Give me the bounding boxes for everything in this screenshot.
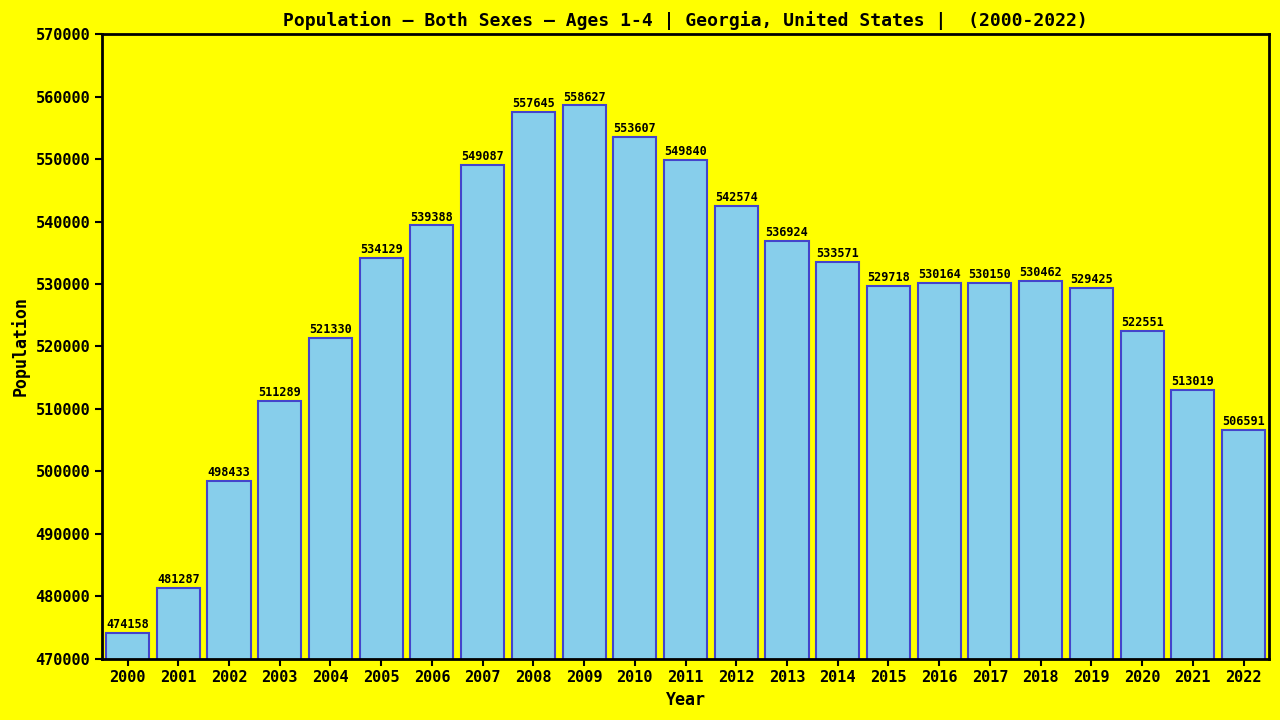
Bar [714, 206, 758, 720]
Text: 533571: 533571 [817, 247, 859, 260]
Text: 539388: 539388 [411, 211, 453, 224]
Text: 558627: 558627 [563, 91, 605, 104]
Bar [765, 241, 809, 720]
Text: 506591: 506591 [1222, 415, 1265, 428]
Bar [969, 283, 1011, 720]
Text: 529425: 529425 [1070, 273, 1112, 286]
Text: 498433: 498433 [207, 467, 251, 480]
Bar [512, 112, 556, 720]
Bar [461, 165, 504, 720]
Bar [308, 338, 352, 720]
Bar [1019, 282, 1062, 720]
Bar [817, 262, 859, 720]
Bar [1171, 390, 1215, 720]
Bar [613, 137, 657, 720]
Text: 542574: 542574 [716, 191, 758, 204]
Title: Population – Both Sexes – Ages 1-4 | Georgia, United States |  (2000-2022): Population – Both Sexes – Ages 1-4 | Geo… [283, 11, 1088, 30]
Bar [1222, 430, 1265, 720]
Bar [207, 481, 251, 720]
Text: 530164: 530164 [918, 268, 960, 282]
Text: 511289: 511289 [259, 386, 301, 399]
Text: 549087: 549087 [461, 150, 504, 163]
Text: 513019: 513019 [1171, 375, 1215, 388]
Y-axis label: Population: Population [12, 297, 31, 397]
Text: 529718: 529718 [867, 271, 910, 284]
Text: 530462: 530462 [1019, 266, 1062, 279]
Text: 521330: 521330 [308, 323, 352, 336]
Text: 549840: 549840 [664, 145, 707, 158]
Bar [156, 588, 200, 720]
Bar [259, 401, 301, 720]
Text: 534129: 534129 [360, 243, 403, 256]
Bar [411, 225, 453, 720]
Bar [867, 286, 910, 720]
Bar [106, 633, 150, 720]
Text: 530150: 530150 [969, 269, 1011, 282]
Text: 557645: 557645 [512, 96, 554, 109]
Bar [360, 258, 403, 720]
Text: 553607: 553607 [613, 122, 657, 135]
Text: 522551: 522551 [1121, 315, 1164, 329]
Text: 481287: 481287 [157, 573, 200, 586]
Bar [562, 105, 605, 720]
Bar [918, 283, 961, 720]
Bar [664, 161, 707, 720]
Text: 536924: 536924 [765, 226, 809, 239]
Bar [1120, 330, 1164, 720]
Bar [1070, 288, 1112, 720]
Text: 474158: 474158 [106, 618, 148, 631]
X-axis label: Year: Year [666, 691, 705, 709]
